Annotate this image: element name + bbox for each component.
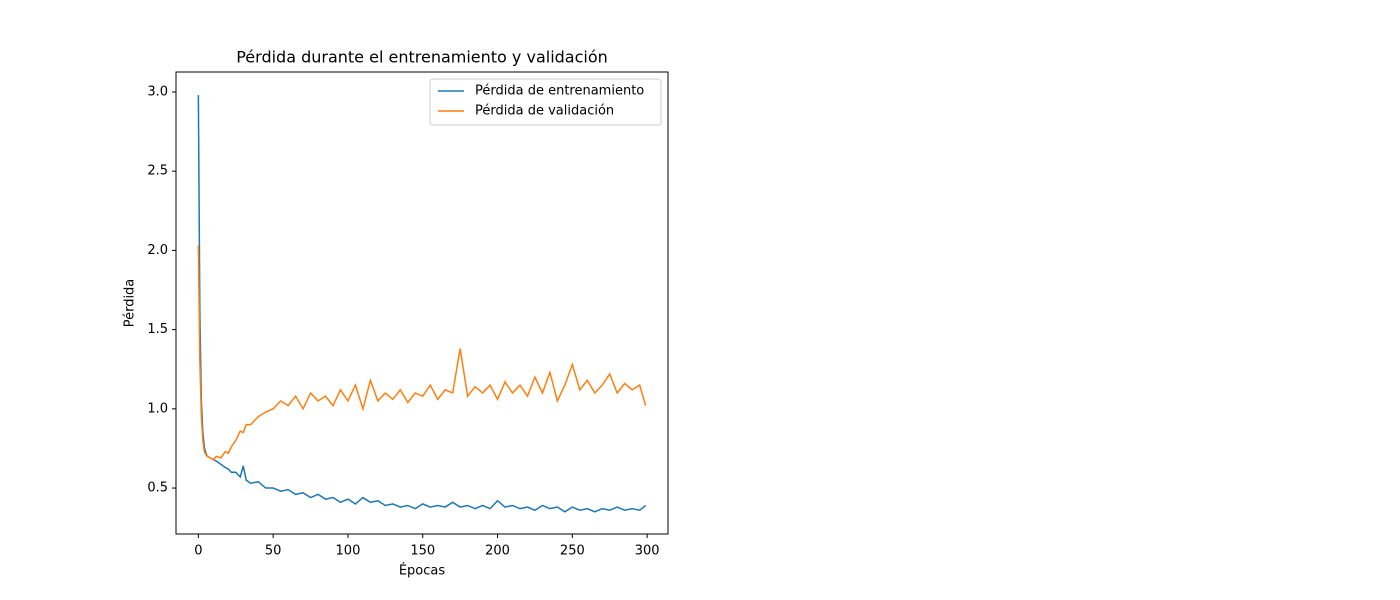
y-tick-label: 2.5 bbox=[147, 164, 168, 179]
x-tick-label: 250 bbox=[560, 544, 585, 559]
legend-label: Pérdida de validación bbox=[475, 104, 614, 119]
x-tick-label: 0 bbox=[194, 544, 202, 559]
x-tick-label: 100 bbox=[336, 544, 361, 559]
legend-box bbox=[429, 78, 662, 126]
series-line bbox=[197, 95, 647, 513]
y-tick-label: 1.5 bbox=[147, 322, 168, 337]
x-tick-label: 50 bbox=[265, 544, 282, 559]
x-axis-label: Épocas bbox=[399, 563, 446, 579]
chart-title: Pérdida durante el entrenamiento y valid… bbox=[236, 48, 608, 67]
legend-label: Pérdida de entrenamiento bbox=[475, 84, 644, 99]
y-tick-label: 0.5 bbox=[147, 481, 168, 496]
y-tick-label: 1.0 bbox=[147, 401, 168, 416]
x-tick-label: 150 bbox=[410, 544, 435, 559]
y-tick-label: 2.0 bbox=[147, 243, 168, 258]
y-axis-label: Pérdida bbox=[123, 279, 138, 328]
series-line bbox=[197, 245, 647, 461]
y-tick-label: 3.0 bbox=[147, 84, 168, 99]
x-tick-label: 200 bbox=[485, 544, 510, 559]
plot-frame bbox=[175, 71, 669, 535]
x-tick-label: 300 bbox=[635, 544, 660, 559]
